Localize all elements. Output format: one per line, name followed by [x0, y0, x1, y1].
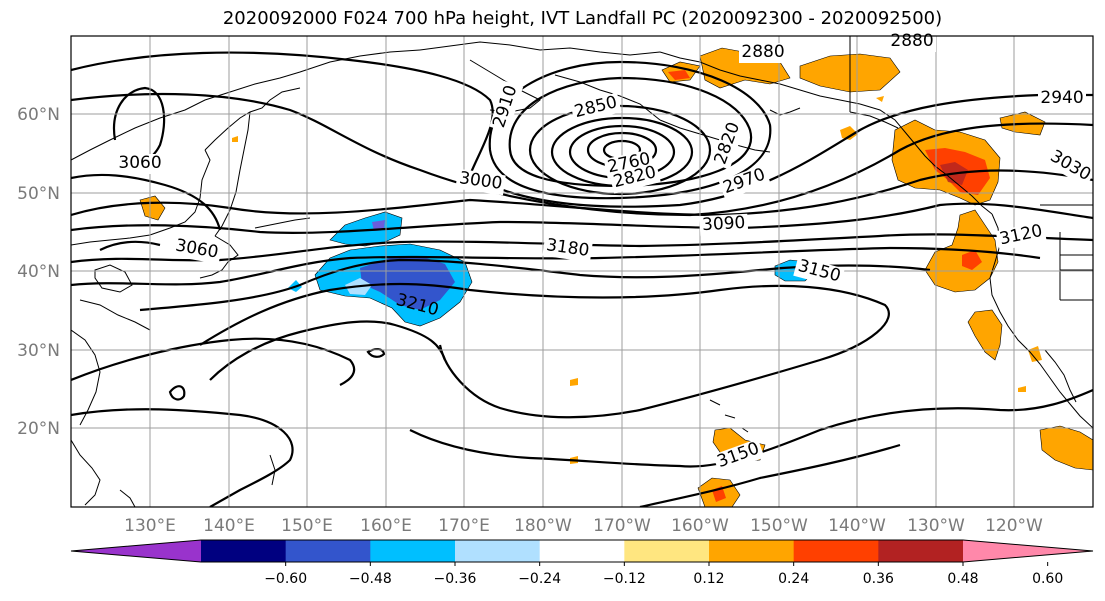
lat-label: 50°N — [17, 184, 60, 204]
longitude-labels: 130°E 140°E 150°E 160°E 170°E 180°W 170°… — [124, 516, 1043, 536]
colorbar-tick-label: −0.60 — [264, 571, 307, 587]
colorbar-tick-label: 0.60 — [1032, 571, 1063, 587]
lon-label: 170°E — [438, 516, 490, 536]
lat-label: 20°N — [17, 419, 60, 439]
lon-label: 150°E — [281, 516, 333, 536]
contour-label: 3090 — [702, 213, 746, 235]
graticule — [71, 36, 1093, 507]
colorbar-bin — [455, 540, 541, 562]
lon-label: 120°W — [985, 516, 1043, 536]
colorbar-outline — [70, 539, 1094, 563]
map-frame — [70, 35, 1094, 508]
latitude-labels: 60°N 50°N 40°N 30°N 20°N — [17, 105, 60, 439]
contour-labels: 3060 2910 2850 2880 2880 2940 3030 3120 … — [116, 31, 1096, 474]
colorbar-bin — [285, 540, 371, 562]
colorbar-tick-label: 0.36 — [863, 571, 894, 587]
colorbar-tick-label: 0.12 — [693, 571, 724, 587]
lon-label: 170°W — [593, 516, 651, 536]
contour-label: 2940 — [1040, 88, 1083, 108]
lon-label: 160°E — [360, 516, 412, 536]
colorbar-extend-min — [71, 540, 201, 562]
map-title: 2020092000 F024 700 hPa height, IVT Land… — [222, 8, 943, 29]
colorbar-bin — [793, 540, 879, 562]
contour-label: 2880 — [890, 31, 933, 51]
lat-label: 60°N — [17, 105, 60, 125]
lon-label: 150°W — [750, 516, 808, 536]
colorbar-bin — [878, 540, 964, 562]
lon-label: 140°W — [828, 516, 886, 536]
contour-label: 3060 — [118, 153, 161, 173]
lon-label: 180°W — [514, 516, 572, 536]
colorbar-tick-label: 0.48 — [947, 571, 978, 587]
colorbar-extend-max — [963, 540, 1093, 562]
lon-label: 140°E — [203, 516, 255, 536]
colorbar-tick-label: 0.24 — [778, 571, 809, 587]
colorbar-tick-label: −0.36 — [434, 571, 477, 587]
lon-label: 130°E — [124, 516, 176, 536]
colorbar-tick-label: −0.48 — [349, 571, 392, 587]
colorbar-bin — [624, 540, 710, 562]
colorbar: −0.60 −0.48 −0.36 −0.24 −0.12 0.12 0.24 0.36 0.4… — [70, 539, 1094, 587]
colorbar-bin — [709, 540, 795, 562]
colorbar-bin — [539, 540, 625, 562]
colorbar-tick-label: −0.12 — [603, 571, 646, 587]
colorbar-bin — [370, 540, 456, 562]
contour-label: 2880 — [741, 42, 784, 62]
lat-label: 40°N — [17, 262, 60, 282]
colorbar-bin — [201, 540, 287, 562]
colorbar-tick-label: −0.24 — [518, 571, 561, 587]
lon-label: 130°W — [907, 516, 965, 536]
lat-label: 30°N — [17, 341, 60, 361]
lon-label: 160°W — [671, 516, 729, 536]
